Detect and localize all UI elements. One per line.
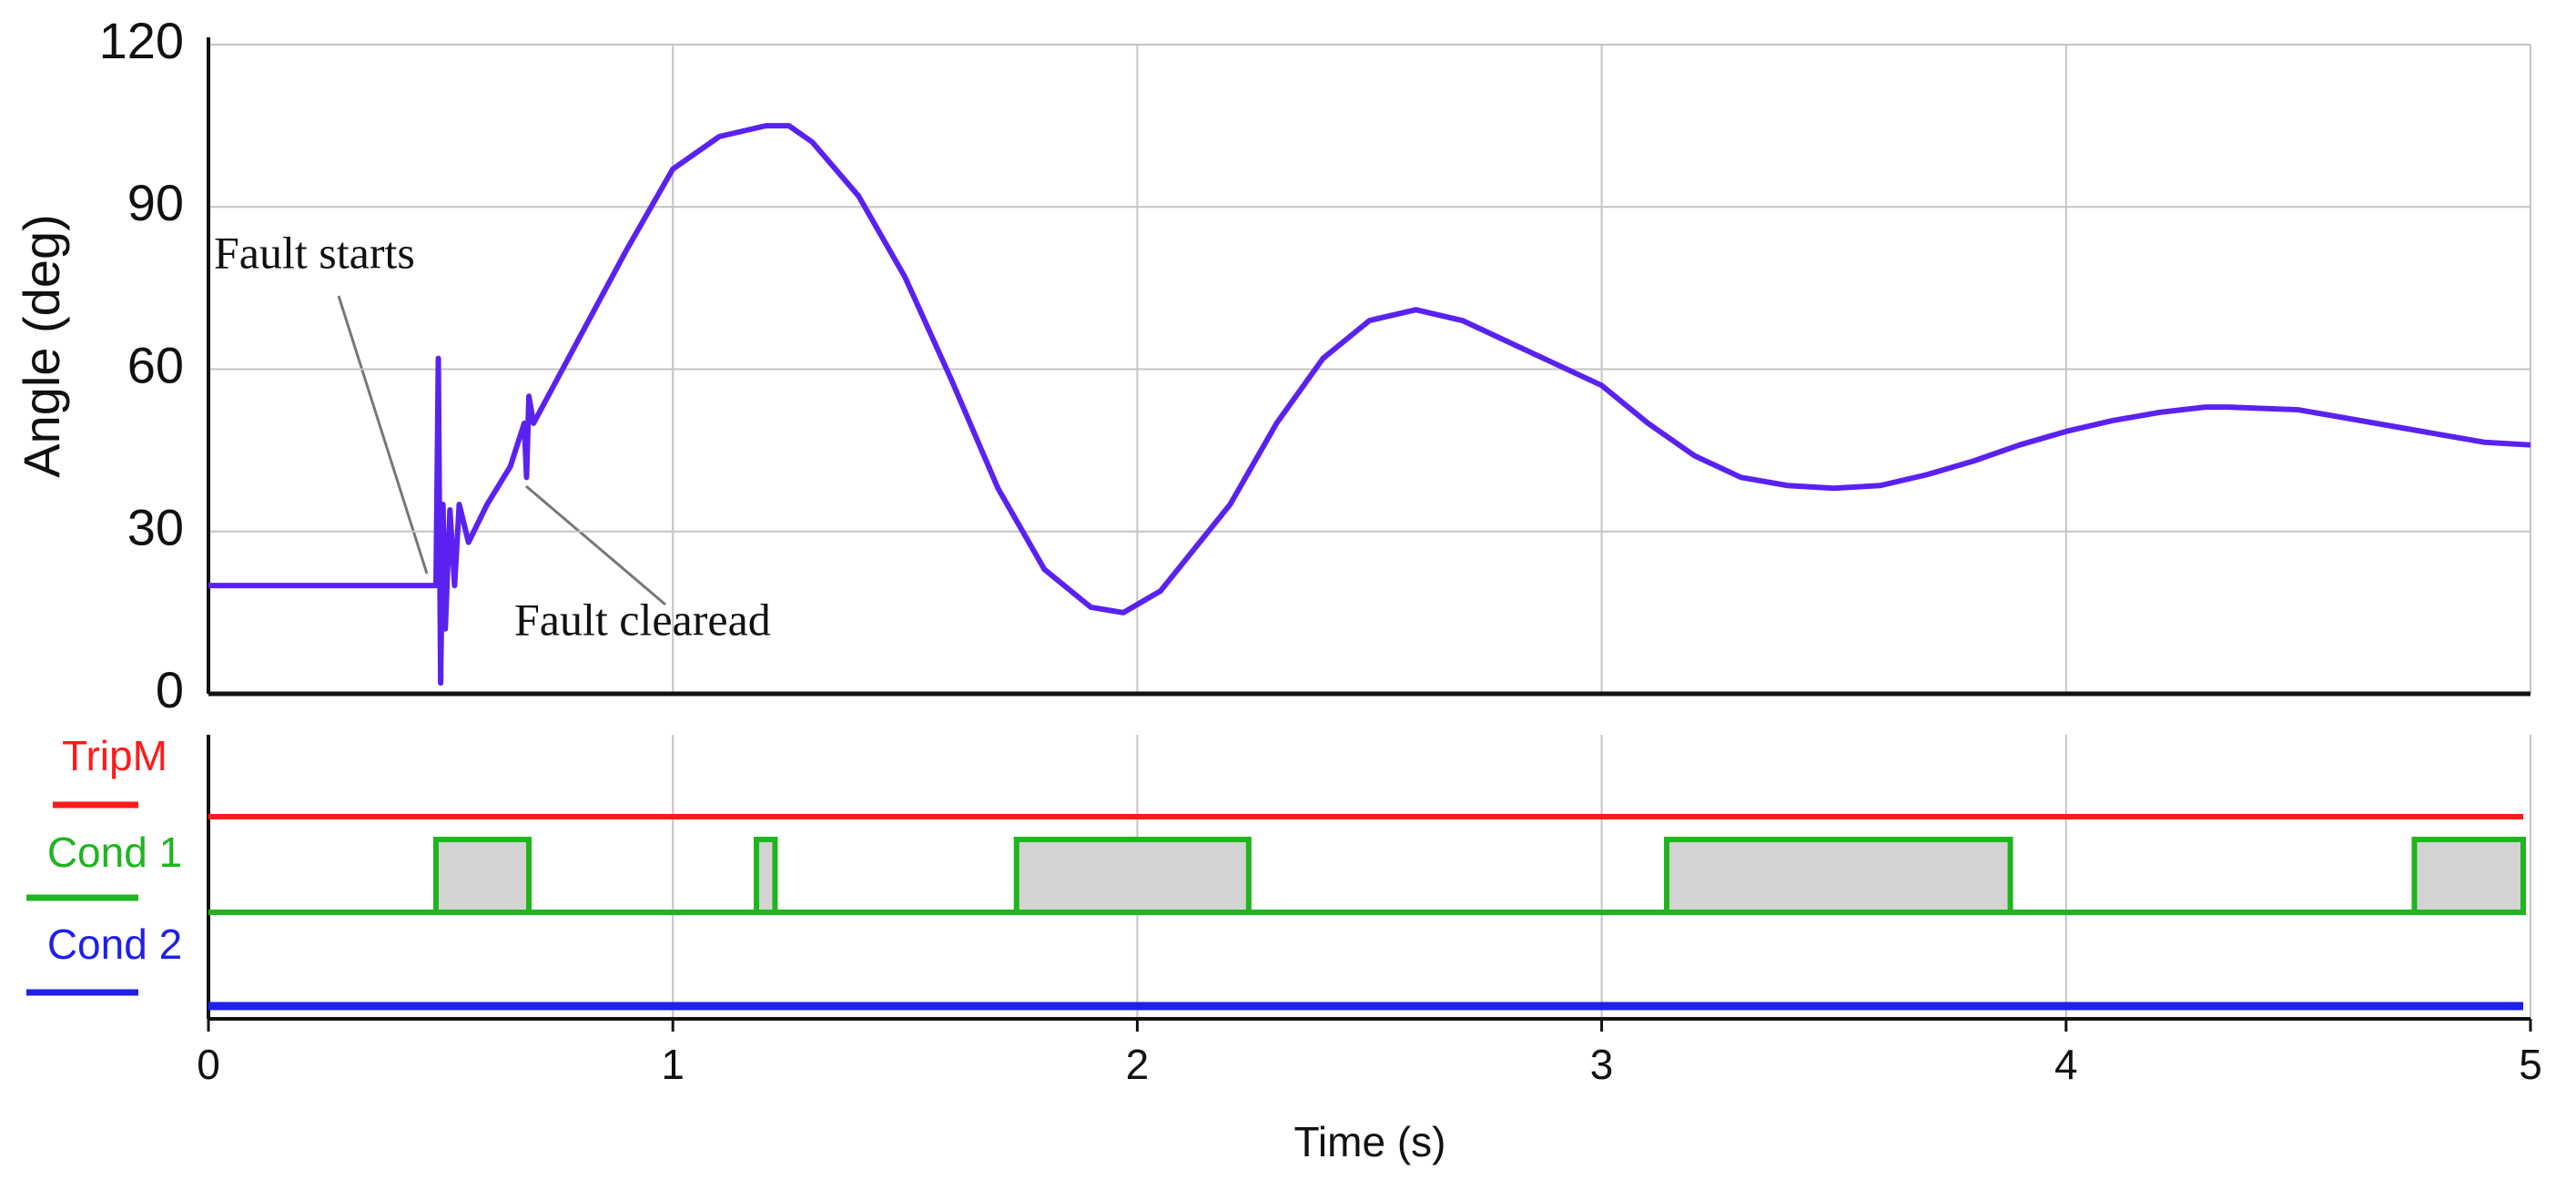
annotation-leader bbox=[337, 295, 429, 575]
y-tick-label: 90 bbox=[127, 174, 184, 231]
signal-pulse bbox=[2411, 837, 2526, 915]
x-tick-label: 0 bbox=[197, 1041, 220, 1088]
y-tick-label: 60 bbox=[127, 336, 184, 393]
x-tick-label: 4 bbox=[2054, 1041, 2078, 1088]
x-axis-label: Time (s) bbox=[1294, 1118, 1446, 1165]
x-tick-label: 5 bbox=[2519, 1041, 2542, 1088]
signal-pulse bbox=[432, 837, 532, 915]
y-tick-label: 30 bbox=[127, 499, 184, 556]
data-line bbox=[208, 123, 2531, 687]
signal-pulse bbox=[1013, 837, 1252, 915]
y-tick-label: 120 bbox=[99, 12, 184, 69]
annotation: Fault clearead bbox=[514, 594, 771, 645]
annotation-leader bbox=[525, 484, 666, 606]
annotation: Fault starts bbox=[214, 227, 415, 278]
legend-label: TripM bbox=[62, 732, 167, 779]
x-tick-label: 3 bbox=[1590, 1041, 1614, 1088]
signal-pulse bbox=[1664, 837, 2013, 915]
y-axis-label: Angle (deg) bbox=[13, 214, 70, 478]
x-tick-label: 1 bbox=[661, 1041, 685, 1088]
legend-label: Cond 2 bbox=[47, 920, 182, 968]
legend-label: Cond 1 bbox=[47, 829, 182, 876]
y-tick-label: 0 bbox=[156, 661, 184, 718]
signal-pulse bbox=[754, 837, 778, 915]
x-tick-label: 2 bbox=[1126, 1041, 1150, 1088]
